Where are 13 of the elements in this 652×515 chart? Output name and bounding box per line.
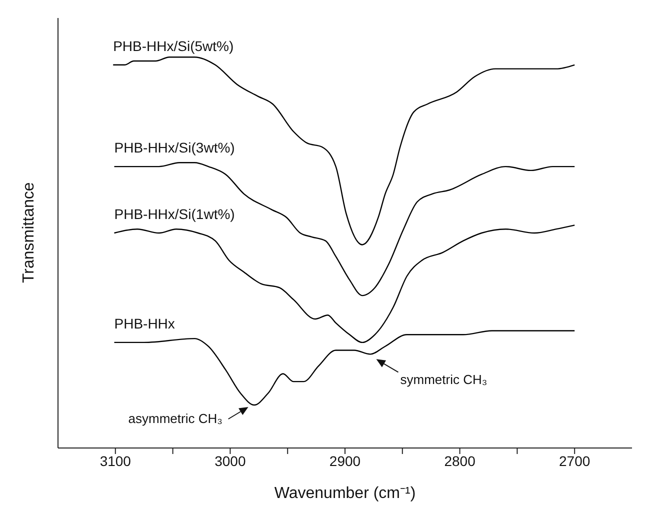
x-tick-label: 3000 xyxy=(214,452,246,469)
x-tick-label: 3100 xyxy=(100,452,132,469)
series-label: PHB-HHx/Si(3wt%) xyxy=(114,140,235,156)
y-axis-title: Transmittance xyxy=(20,182,38,283)
series-label: PHB-HHx/Si(1wt%) xyxy=(114,206,235,222)
x-tick-label: 2800 xyxy=(444,452,476,469)
annotation: symmetric CH₃ xyxy=(400,372,488,388)
x-tick-label: 2900 xyxy=(329,452,361,469)
x-tick-label: 2700 xyxy=(559,452,590,469)
series-label: PHB-HHx/Si(5wt%) xyxy=(113,38,234,54)
annotation: asymmetric CH₃ xyxy=(128,411,222,426)
x-axis-title: Wavenumber (cm⁻¹) xyxy=(274,485,416,502)
series-label: PHB-HHx xyxy=(114,315,175,332)
